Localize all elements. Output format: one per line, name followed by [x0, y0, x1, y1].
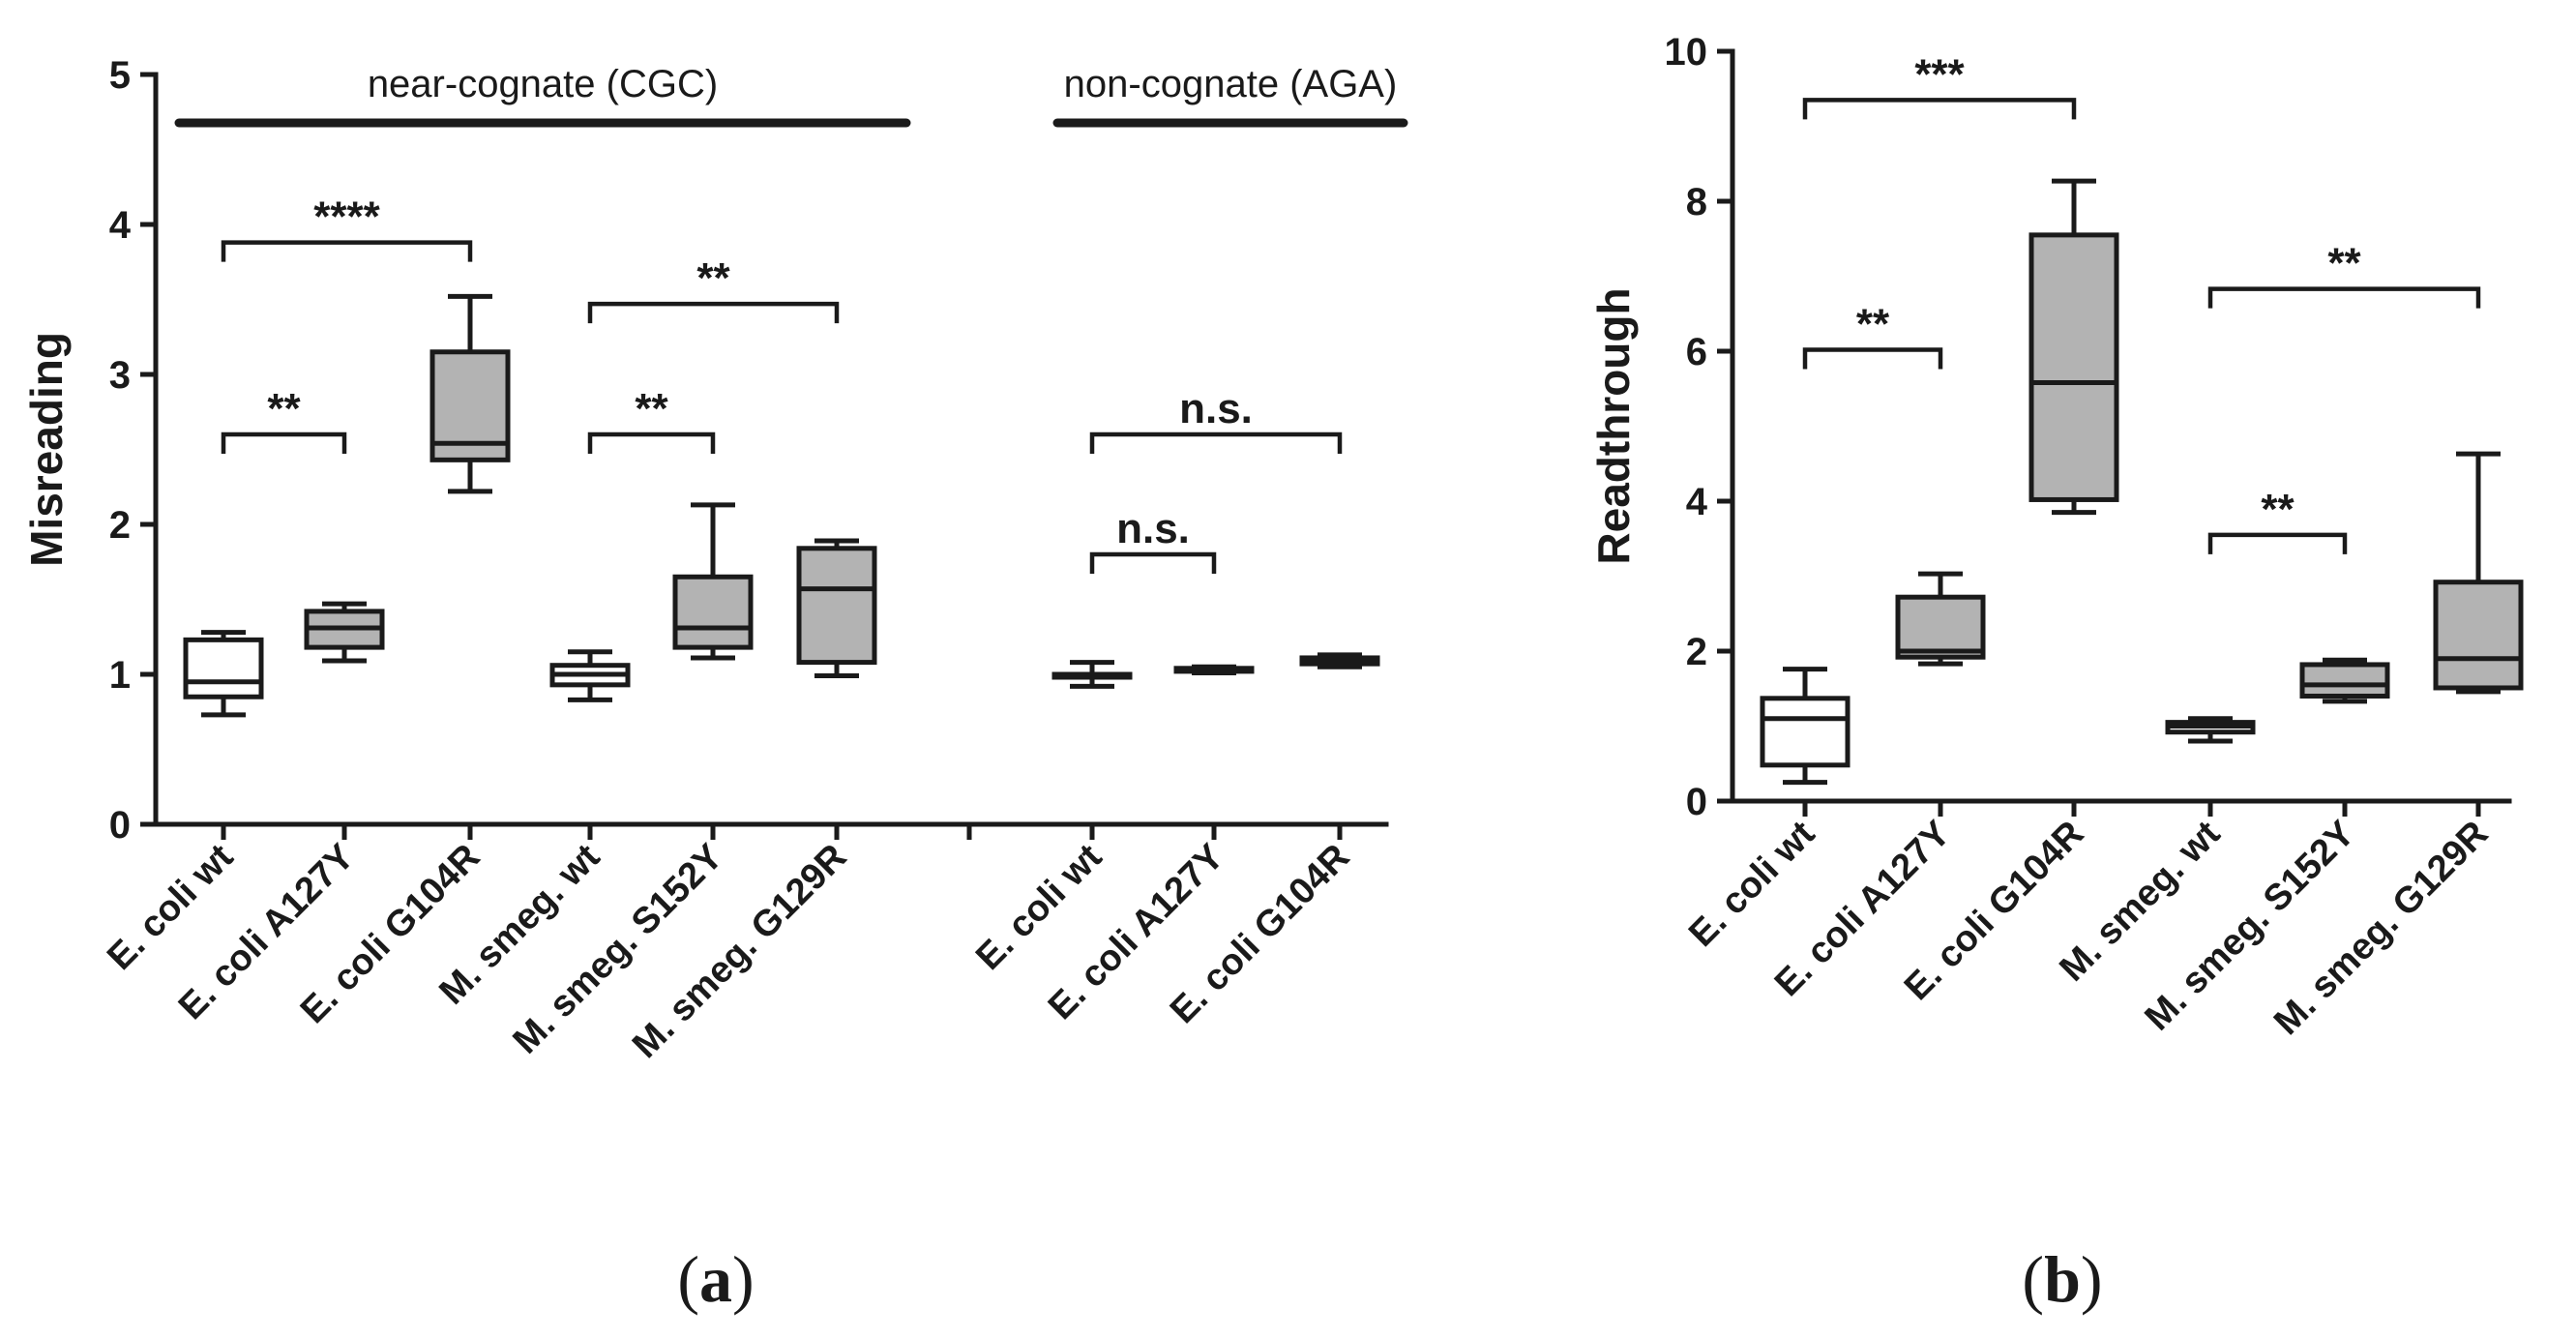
box-iqr	[1895, 594, 1986, 660]
y-axis-title: Readthrough	[1588, 287, 1639, 564]
box-plot-1	[304, 601, 385, 664]
box-plot-5	[2433, 451, 2524, 695]
x-category-label: E. coli wt	[1681, 813, 1822, 954]
box-plot-4	[2299, 657, 2390, 704]
significance-label: **	[267, 385, 301, 432]
box-iqr	[1760, 696, 1851, 768]
y-tick-label: 0	[1686, 781, 1707, 823]
panel-label-open: (	[2022, 1242, 2044, 1316]
y-tick-label: 1	[109, 654, 131, 697]
box-plot-6	[1051, 660, 1133, 689]
panel-label-letter: b	[2044, 1242, 2081, 1316]
box-plot-1	[1895, 571, 1986, 667]
significance-label: n.s.	[1179, 385, 1253, 432]
y-tick-label: 0	[109, 804, 131, 847]
y-tick-label: 3	[109, 354, 131, 397]
y-axis-title: Misreading	[21, 332, 72, 567]
significance-bracket	[1802, 98, 2077, 120]
significance-bracket	[1802, 347, 1943, 370]
significance-bracket	[587, 301, 840, 324]
box-plot-7	[1173, 664, 1255, 675]
significance-label: ****	[313, 193, 380, 241]
box-plot-0	[1760, 667, 1851, 786]
significance-bracket	[221, 240, 473, 262]
box-plot-2	[2028, 178, 2119, 516]
y-tick-label: 6	[1686, 331, 1707, 373]
y-tick-label: 2	[1686, 631, 1707, 673]
significance-bracket	[587, 431, 716, 454]
panel-label: (b)	[2022, 1242, 2102, 1316]
significance-label: **	[2261, 486, 2295, 533]
box-iqr	[2028, 232, 2119, 502]
significance-bracket	[1089, 551, 1217, 574]
significance-bracket	[2207, 286, 2481, 309]
panel-label: (a)	[677, 1242, 754, 1316]
y-tick-label: 5	[109, 54, 131, 97]
significance-bracket	[221, 431, 347, 454]
box-plot-0	[183, 630, 264, 718]
group-label: non-cognate (AGA)	[1064, 63, 1398, 105]
significance-label: **	[2327, 240, 2361, 287]
box-plot-5	[796, 538, 877, 679]
box-iqr	[2299, 662, 2390, 699]
significance-label: **	[635, 385, 668, 432]
box-plot-8	[1299, 652, 1380, 670]
y-tick-label: 8	[1686, 181, 1707, 223]
box-iqr	[183, 637, 264, 699]
significance-bracket	[2207, 532, 2348, 554]
box-plot-3	[549, 649, 631, 702]
box-plot-3	[2165, 716, 2256, 744]
box-iqr	[672, 574, 754, 650]
y-tick-label: 10	[1665, 31, 1708, 74]
significance-label: **	[696, 254, 730, 302]
significance-label: **	[1856, 300, 1890, 347]
significance-bracket	[1089, 431, 1343, 454]
x-category-label: M. smeg. S152Y	[506, 837, 731, 1062]
box-plot-4	[672, 502, 754, 661]
panel-label-open: (	[677, 1242, 699, 1316]
box-plot-2	[429, 293, 511, 494]
significance-label: ***	[1914, 50, 1965, 98]
panel-label-close: )	[2081, 1242, 2103, 1316]
box-iqr	[2433, 580, 2524, 691]
y-tick-label: 2	[109, 504, 131, 547]
significance-label: n.s.	[1116, 505, 1190, 552]
group-label: near-cognate (CGC)	[368, 63, 718, 105]
y-tick-label: 4	[1686, 481, 1708, 523]
panel-label-letter: a	[699, 1242, 732, 1316]
box-iqr	[796, 546, 877, 666]
panel-label-close: )	[732, 1242, 755, 1316]
y-tick-label: 4	[109, 204, 132, 247]
x-category-label: M. smeg. G129R	[625, 837, 854, 1066]
